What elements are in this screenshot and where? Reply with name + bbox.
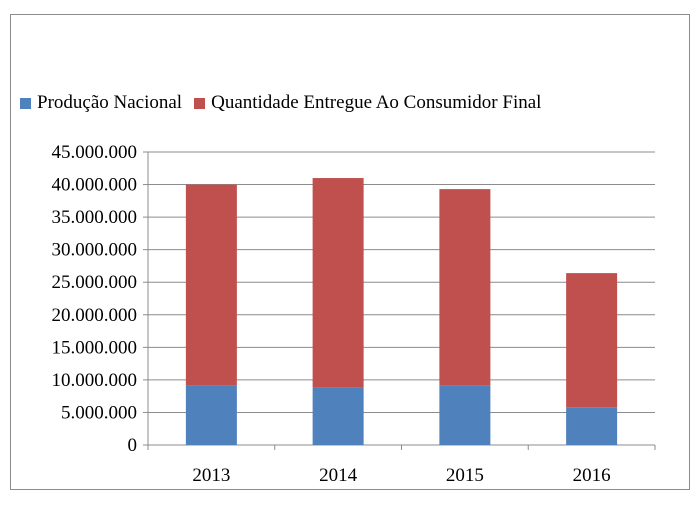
bar-producao-2013: [185, 385, 237, 445]
y-tick-label: 10.000.000: [52, 370, 138, 391]
legend-label-quantidade: Quantidade Entregue Ao Consumidor Final: [211, 92, 542, 113]
legend-item-quantidade: Quantidade Entregue Ao Consumidor Final: [194, 92, 541, 114]
bar-quantidade-2013: [185, 184, 237, 386]
x-tick-label: 2014: [319, 465, 358, 486]
y-tick-label: 15.000.000: [52, 337, 138, 358]
y-tick-label: 5.000.000: [61, 402, 137, 423]
y-tick-label: 0: [128, 435, 138, 456]
bar-quantidade-2015: [439, 189, 491, 386]
bar-producao-2015: [439, 385, 491, 445]
bar-quantidade-2016: [566, 273, 618, 408]
x-tick-label: 2015: [446, 465, 484, 486]
legend-item-producao: Produção Nacional: [20, 92, 182, 114]
x-tick-label: 2016: [573, 465, 611, 486]
y-tick-label: 25.000.000: [52, 272, 138, 293]
y-tick-label: 20.000.000: [52, 305, 138, 326]
y-tick-label: 40.000.000: [52, 175, 138, 196]
legend: Produção Nacional Quantidade Entregue Ao…: [20, 90, 553, 116]
bar-quantidade-2014: [312, 178, 364, 388]
x-tick-label: 2013: [192, 465, 230, 486]
y-tick-label: 35.000.000: [52, 207, 138, 228]
y-tick-label: 30.000.000: [52, 240, 138, 261]
legend-swatch-quantidade: [194, 97, 206, 109]
y-tick-label: 45.000.000: [52, 142, 138, 163]
bar-producao-2016: [566, 407, 618, 445]
legend-label-producao: Produção Nacional: [37, 92, 183, 113]
legend-swatch-producao: [20, 97, 31, 109]
bar-producao-2014: [312, 387, 364, 445]
